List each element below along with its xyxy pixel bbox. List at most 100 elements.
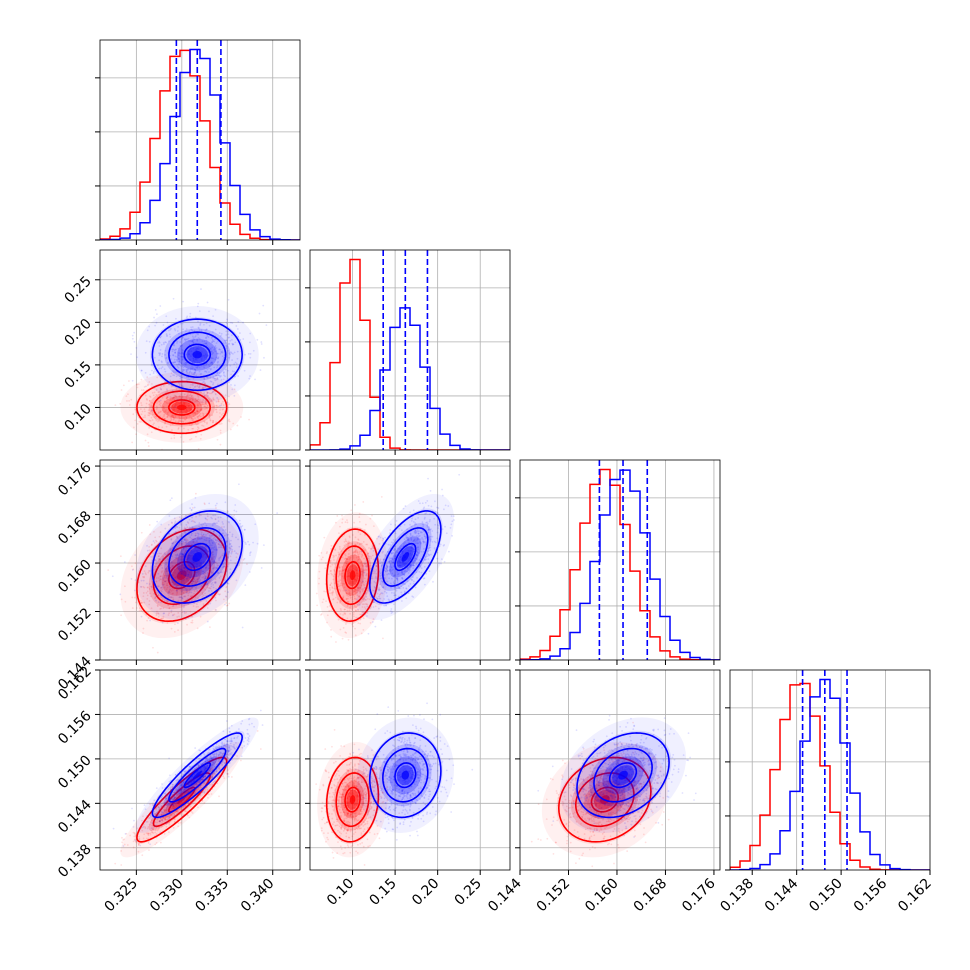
scatter-point-red bbox=[189, 512, 192, 515]
scatter-point-blue bbox=[186, 372, 189, 374]
scatter-point-blue bbox=[194, 335, 197, 337]
scatter-point-blue bbox=[176, 359, 178, 361]
scatter-point-blue bbox=[216, 366, 218, 369]
scatter-point-red bbox=[201, 545, 204, 548]
scatter-point-red bbox=[196, 415, 199, 418]
scatter-point-blue bbox=[161, 353, 164, 355]
scatter-point-blue bbox=[208, 310, 210, 313]
scatter-point-red bbox=[158, 401, 161, 403]
scatter-point-blue bbox=[211, 336, 214, 339]
scatter-point-red bbox=[354, 634, 357, 637]
scatter-point-red bbox=[173, 417, 175, 420]
scatter-point-red bbox=[187, 575, 189, 578]
scatter-point-red bbox=[155, 562, 158, 565]
scatter-point-blue bbox=[158, 353, 161, 356]
scatter-point-red bbox=[172, 583, 175, 586]
scatter-point-red bbox=[172, 564, 175, 567]
scatter-point-red bbox=[139, 394, 142, 397]
scatter-point-blue bbox=[211, 556, 213, 559]
scatter-point-red bbox=[150, 585, 153, 588]
scatter-point-blue bbox=[432, 580, 434, 583]
scatter-point-blue bbox=[188, 340, 190, 342]
scatter-point-blue bbox=[228, 546, 231, 549]
scatter-point-blue bbox=[345, 589, 347, 592]
scatter-point-red bbox=[211, 558, 213, 561]
scatter-point-blue bbox=[229, 572, 232, 574]
scatter-point-blue bbox=[218, 529, 221, 532]
scatter-point-red bbox=[212, 390, 215, 393]
scatter-point-blue bbox=[230, 551, 233, 554]
scatter-point-red bbox=[192, 377, 195, 380]
scatter-point-red bbox=[187, 393, 189, 396]
scatter-point-red bbox=[178, 596, 181, 598]
scatter-point-red bbox=[183, 551, 186, 554]
scatter-point-red bbox=[168, 607, 171, 609]
scatter-point-blue bbox=[171, 555, 173, 558]
scatter-point-blue bbox=[185, 368, 188, 371]
scatter-point-red bbox=[195, 399, 198, 402]
scatter-point-red bbox=[159, 608, 162, 610]
scatter-point-blue bbox=[176, 526, 179, 528]
scatter-point-red bbox=[192, 415, 195, 417]
scatter-point-red bbox=[363, 577, 366, 580]
scatter-point-blue bbox=[234, 361, 237, 364]
scatter-point-blue bbox=[181, 365, 184, 368]
scatter-point-red bbox=[187, 594, 190, 597]
scatter-point-red bbox=[196, 416, 199, 419]
scatter-point-red bbox=[341, 572, 343, 575]
scatter-point-red bbox=[185, 539, 187, 541]
scatter-point-red bbox=[172, 592, 174, 595]
scatter-point-blue bbox=[158, 354, 161, 357]
scatter-point-blue bbox=[232, 353, 234, 355]
scatter-point-blue bbox=[224, 529, 227, 531]
scatter-point-blue bbox=[180, 362, 183, 365]
scatter-point-blue bbox=[196, 589, 199, 592]
scatter-point-blue bbox=[200, 564, 203, 567]
scatter-point-red bbox=[175, 401, 177, 404]
scatter-point-blue bbox=[183, 538, 186, 540]
scatter-point-red bbox=[148, 427, 151, 429]
scatter-point-blue bbox=[198, 337, 201, 340]
scatter-point-blue bbox=[159, 349, 162, 351]
scatter-point-blue bbox=[217, 538, 219, 541]
scatter-point-blue bbox=[204, 386, 206, 389]
scatter-point-blue bbox=[182, 328, 185, 331]
scatter-point-red bbox=[145, 398, 148, 400]
scatter-point-blue bbox=[252, 349, 255, 352]
scatter-point-red bbox=[193, 592, 195, 595]
scatter-point-red bbox=[171, 404, 174, 407]
scatter-point-blue bbox=[190, 509, 193, 512]
scatter-point-blue bbox=[225, 339, 228, 342]
scatter-point-blue bbox=[179, 569, 181, 572]
scatter-point-red bbox=[206, 421, 208, 424]
scatter-point-red bbox=[173, 396, 176, 399]
scatter-point-blue bbox=[180, 542, 183, 545]
scatter-point-blue bbox=[189, 368, 192, 371]
scatter-point-red bbox=[122, 384, 125, 387]
scatter-point-blue bbox=[179, 561, 182, 564]
scatter-point-blue bbox=[170, 521, 173, 524]
scatter-point-red bbox=[182, 595, 185, 598]
scatter-point-red bbox=[136, 386, 139, 389]
scatter-point-blue bbox=[198, 310, 201, 313]
scatter-point-red bbox=[205, 412, 208, 415]
scatter-point-blue bbox=[222, 529, 224, 532]
scatter-point-red bbox=[120, 614, 123, 617]
scatter-point-blue bbox=[178, 516, 181, 519]
scatter-point-blue bbox=[212, 376, 215, 378]
scatter-point-blue bbox=[212, 547, 215, 549]
scatter-point-blue bbox=[166, 335, 168, 338]
scatter-point-red bbox=[205, 557, 208, 560]
scatter-point-blue bbox=[184, 514, 187, 517]
scatter-point-blue bbox=[176, 363, 178, 366]
scatter-point-red bbox=[148, 600, 151, 602]
scatter-point-red bbox=[164, 417, 166, 420]
scatter-point-blue bbox=[190, 575, 193, 578]
scatter-point-red bbox=[148, 414, 151, 417]
scatter-point-blue bbox=[222, 522, 224, 525]
scatter-point-red bbox=[197, 404, 199, 407]
scatter-point-red bbox=[153, 530, 155, 533]
scatter-point-blue bbox=[166, 388, 168, 391]
scatter-point-red bbox=[165, 409, 167, 411]
scatter-point-red bbox=[130, 398, 133, 401]
